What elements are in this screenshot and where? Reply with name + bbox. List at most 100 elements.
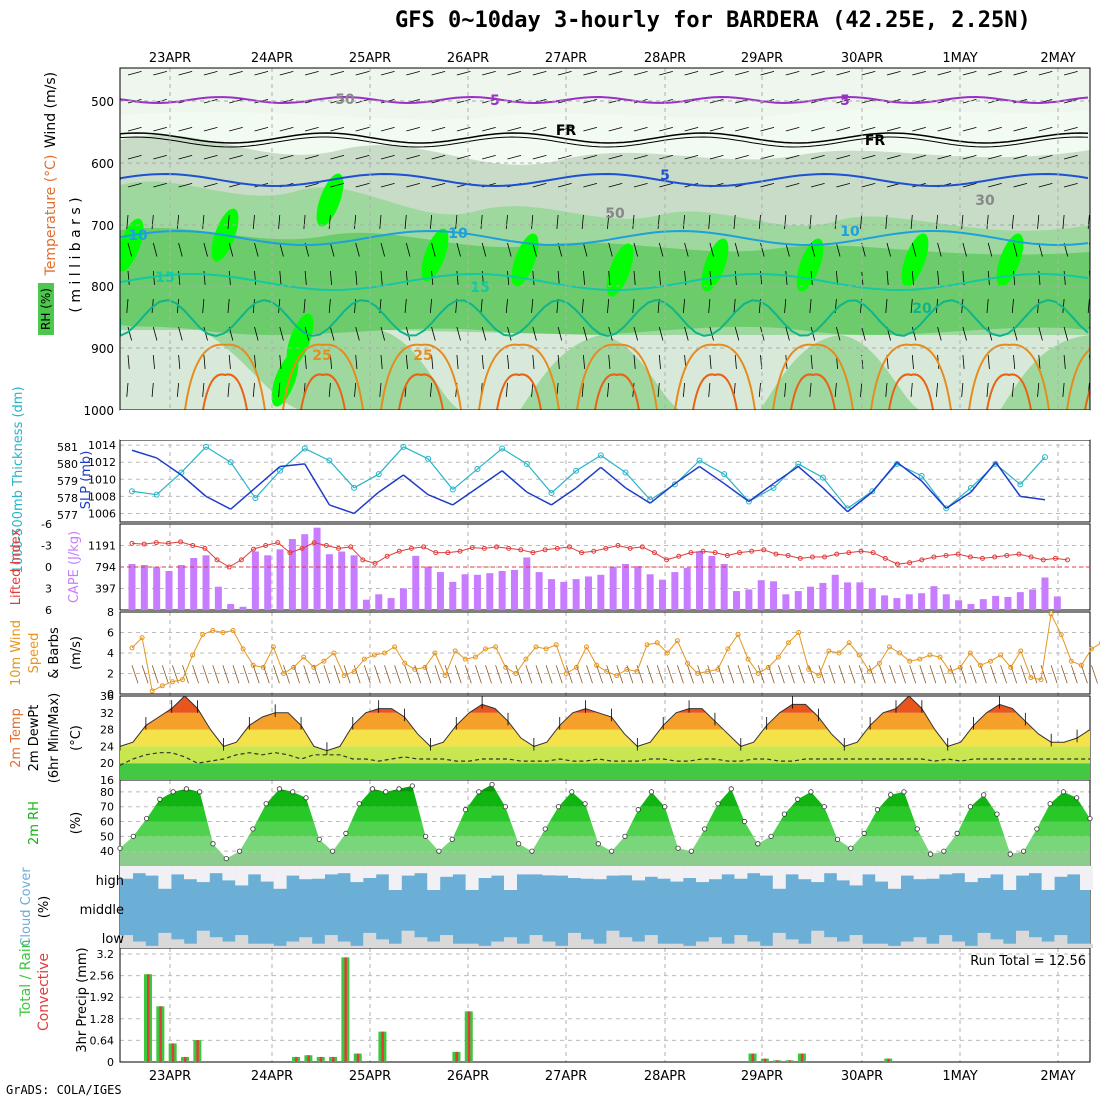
li-point <box>202 545 208 551</box>
upper-wind-barb <box>734 354 737 369</box>
cloud-low-gap <box>964 945 978 948</box>
upper-wind-barb <box>429 214 432 229</box>
wind-barb <box>959 665 967 684</box>
cloud-low-gap <box>273 945 287 948</box>
upper-wind-barb <box>1011 214 1014 229</box>
cloud-high-gap <box>299 866 313 880</box>
wind-barb <box>222 665 230 684</box>
wind-barb <box>414 665 422 684</box>
wind-barb <box>828 665 836 684</box>
upper-wind-barb <box>836 70 851 76</box>
precip-tick: 1.28 <box>90 1013 115 1026</box>
li-point <box>238 557 244 563</box>
cloud-low-gap <box>184 943 197 948</box>
cloud-high-gap <box>452 866 466 875</box>
cloud-high-gap <box>1067 866 1081 875</box>
date-label-bottom: 24APR <box>251 1069 293 1084</box>
upper-wind-barb <box>429 382 432 397</box>
cloud-low-gap <box>593 943 607 948</box>
cloud-high-gap <box>977 866 991 878</box>
cloud-high-gap <box>465 866 479 890</box>
date-label-top: 30APR <box>841 51 883 66</box>
rh-point <box>688 848 694 854</box>
pressure-tick-label: 800 <box>91 280 114 294</box>
upper-wind-barb <box>1038 182 1053 188</box>
upper-wind-barb <box>1038 126 1053 132</box>
cloud-high-gap <box>260 866 274 882</box>
date-label-top: 23APR <box>149 51 191 66</box>
upper-wind-barb <box>733 214 736 229</box>
upper-wind-barb <box>734 326 740 341</box>
upper-wind-barb <box>557 270 560 285</box>
precip-bar-convective <box>332 1056 335 1062</box>
wind-segment <box>747 658 759 674</box>
slp-segment <box>847 491 873 513</box>
contour-label: FR <box>556 123 577 139</box>
upper-wind-barb <box>279 270 282 285</box>
wind-barb <box>677 665 684 684</box>
upper-wind-barb <box>178 326 183 341</box>
upper-wind-barb <box>431 242 436 257</box>
upper-wind-barb <box>127 126 142 132</box>
slp-segment <box>896 461 923 482</box>
upper-wind-barb <box>836 326 841 341</box>
cloud-low-gap <box>580 939 594 948</box>
ylabel-temperature: Temperature (°C) <box>43 155 59 277</box>
wind-segment <box>878 646 890 664</box>
cloud-high-gap <box>952 866 965 874</box>
cloud-low-gap <box>696 941 709 948</box>
contour-freezing <box>120 132 1089 144</box>
cloud-low-gap <box>913 937 927 948</box>
rh-point <box>462 807 469 813</box>
upper-wind-barb <box>608 242 613 257</box>
cape-bar <box>1029 589 1037 610</box>
cape-tick: 794 <box>95 561 116 574</box>
upper-wind-barb <box>633 270 636 285</box>
li-tick: -6 <box>41 518 52 531</box>
upper-wind-barb <box>1089 130 1090 132</box>
upper-wind-barb <box>1063 70 1078 76</box>
cloud-high-gap <box>388 866 402 890</box>
slp-segment <box>131 449 157 459</box>
upper-wind-barb <box>1089 186 1090 188</box>
rh-tick: 60 <box>100 816 114 829</box>
slp-segment <box>477 470 503 489</box>
cloud-high-gap <box>529 866 543 875</box>
wind-barb <box>1091 665 1098 684</box>
wind-point <box>1089 646 1094 652</box>
rh-point <box>236 848 243 854</box>
upper-wind-barb <box>153 182 167 188</box>
wind-barb <box>182 665 189 684</box>
wind-barb <box>232 665 240 684</box>
contour-label: 20 <box>912 301 932 317</box>
thickness-point <box>351 484 358 491</box>
cloud-high-gap <box>900 866 914 876</box>
contour-label: 15 <box>470 280 489 296</box>
cloud-high-gap <box>619 866 633 876</box>
cloud-high-gap <box>657 866 671 879</box>
cape-bar <box>325 554 333 610</box>
cape-bar <box>720 563 728 610</box>
upper-wind-barb <box>279 354 282 369</box>
upper-wind-barb <box>228 354 231 369</box>
rh-point <box>143 815 150 822</box>
cloud-low-gap <box>683 945 697 948</box>
precip-tick: 2.56 <box>90 970 115 983</box>
wind-barb <box>727 665 735 684</box>
cloud-low-gap <box>734 935 748 948</box>
wind-barb <box>323 665 331 684</box>
upper-wind-barb <box>760 242 765 257</box>
li-point <box>639 544 645 550</box>
wind-point <box>382 650 387 656</box>
upper-wind-barb <box>708 298 711 313</box>
wind-point <box>735 632 741 638</box>
upper-wind-barb <box>758 382 761 397</box>
wind-point <box>180 677 185 683</box>
cloud-high-gap <box>132 866 146 874</box>
upper-wind-barb <box>532 126 547 132</box>
cloud-low-gap <box>491 941 505 948</box>
wind-point <box>998 652 1004 658</box>
cloud-low-gap <box>568 932 581 948</box>
ylabel-wind-3: & Barbs <box>47 627 62 679</box>
cape-bar <box>831 574 839 610</box>
